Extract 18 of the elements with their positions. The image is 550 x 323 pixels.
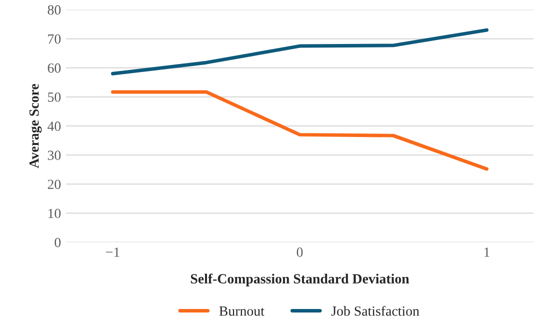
- y-tick-label: 20: [48, 180, 61, 190]
- y-tick-label: 0: [54, 238, 61, 248]
- y-tick-label: 30: [48, 150, 61, 160]
- line-series: [111, 28, 488, 76]
- y-tick-label: 80: [48, 5, 61, 15]
- y-tick-label: 10: [48, 208, 61, 218]
- legend-label: Job Satisfaction: [331, 306, 420, 316]
- y-tick-label: 60: [48, 63, 61, 73]
- line-series: [111, 90, 488, 171]
- x-tick-label: −1: [106, 248, 120, 257]
- x-tick-label: 0: [296, 248, 303, 257]
- x-tick-label: 1: [484, 248, 490, 257]
- y-axis-title: Average Score: [29, 84, 42, 168]
- y-tick-label: 50: [48, 92, 61, 102]
- legend-label: Burnout: [219, 306, 264, 316]
- y-tick-label: 40: [48, 122, 61, 131]
- y-tick-label: 70: [48, 34, 61, 44]
- x-axis-title: Self-Compassion Standard Deviation: [190, 274, 410, 286]
